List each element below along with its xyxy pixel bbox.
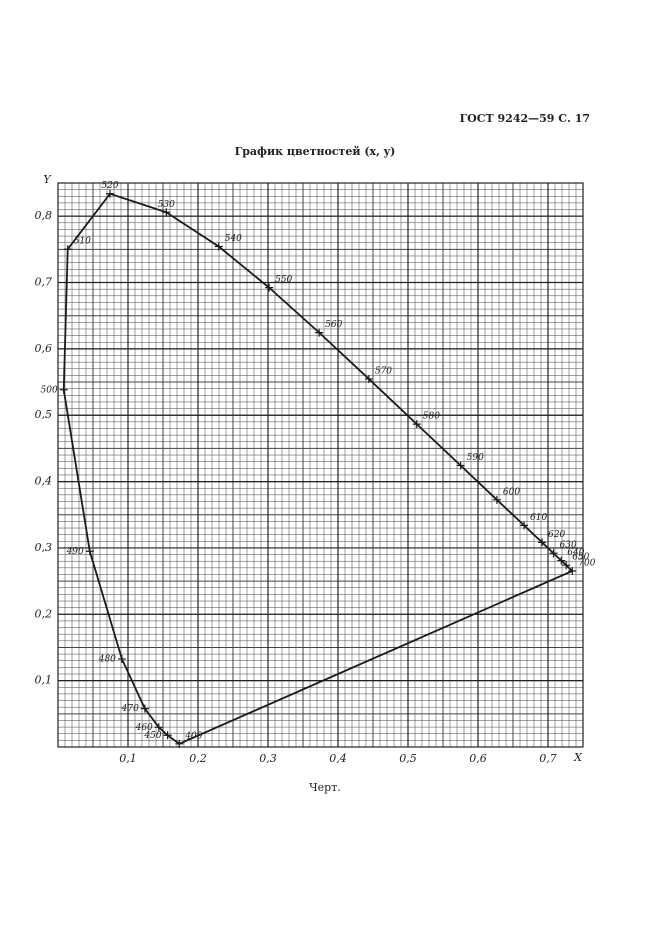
point-marker <box>520 521 529 530</box>
x-tick-label: 0,5 <box>399 752 417 765</box>
point-marker <box>63 245 72 254</box>
x-tick-label: 0,6 <box>469 752 487 765</box>
wavelength-label: 510 <box>74 237 91 247</box>
wavelength-label: 460 <box>135 723 153 733</box>
wavelength-label: 630 <box>560 541 577 551</box>
x-tick-label: 0,1 <box>119 752 137 765</box>
x-tick-label: 0,4 <box>329 752 347 765</box>
point-marker <box>117 654 126 663</box>
y-tick-label: 0,1 <box>35 674 53 687</box>
point-marker <box>456 461 465 470</box>
point-marker <box>140 704 149 713</box>
wavelength-label: 500 <box>41 385 58 395</box>
x-axis-label: X <box>573 751 583 764</box>
point-marker <box>163 731 172 740</box>
wavelength-label: 650 <box>572 553 589 563</box>
point-marker <box>364 374 373 383</box>
point-marker <box>315 328 324 337</box>
wavelength-label: 520 <box>101 181 118 191</box>
point-marker <box>175 739 184 748</box>
wavelength-label: 600 <box>503 487 520 497</box>
header: ГОСТ 9242—59 С. 17 <box>460 112 590 125</box>
point-marker <box>568 566 577 575</box>
x-tick-label: 0,7 <box>539 752 557 765</box>
point-marker <box>265 283 274 292</box>
wavelength-label: 540 <box>225 234 242 244</box>
wavelength-label: 580 <box>423 412 440 422</box>
caption: Черт. <box>309 781 341 794</box>
wavelength-label: 570 <box>375 366 392 376</box>
y-tick-label: 0,4 <box>35 475 53 488</box>
y-tick-label: 0,2 <box>35 607 53 620</box>
y-tick-label: 0,6 <box>35 342 53 355</box>
wavelength-label: 560 <box>325 320 342 330</box>
point-marker <box>214 242 223 251</box>
wavelength-label: 620 <box>548 530 565 540</box>
wavelength-label: 610 <box>530 513 547 523</box>
y-axis-label: Y <box>43 173 52 186</box>
y-tick-label: 0,8 <box>35 209 53 222</box>
point-marker <box>106 189 115 198</box>
point-marker <box>59 385 68 394</box>
wavelength-label: 450 <box>143 731 161 741</box>
wavelength-label: 550 <box>275 275 292 285</box>
wavelength-label: 400 <box>184 731 202 741</box>
y-tick-label: 0,5 <box>35 408 53 421</box>
point-marker <box>162 208 171 217</box>
y-tick-label: 0,3 <box>35 541 53 554</box>
point-marker <box>538 538 547 547</box>
wavelength-label: 640 <box>567 548 584 558</box>
point-marker <box>85 547 94 556</box>
point-marker <box>562 561 571 570</box>
point-marker <box>412 420 421 429</box>
wavelength-label: 530 <box>158 200 175 210</box>
x-tick-label: 0,3 <box>259 752 277 765</box>
wavelength-label: 700 <box>578 558 595 568</box>
plot-frame <box>57 182 584 748</box>
point-marker <box>492 495 501 504</box>
spectral-locus <box>62 192 574 745</box>
point-marker <box>154 723 163 732</box>
x-tick-label: 0,2 <box>189 752 207 765</box>
wavelength-label: 490 <box>66 547 84 557</box>
wavelength-label: 470 <box>121 704 139 714</box>
wavelength-label: 590 <box>467 453 484 463</box>
point-marker <box>557 556 566 565</box>
wavelength-label: 480 <box>98 654 116 664</box>
point-marker <box>549 549 558 558</box>
chart-title: График цветностей (x, y) <box>235 145 396 158</box>
y-tick-label: 0,7 <box>35 276 53 289</box>
